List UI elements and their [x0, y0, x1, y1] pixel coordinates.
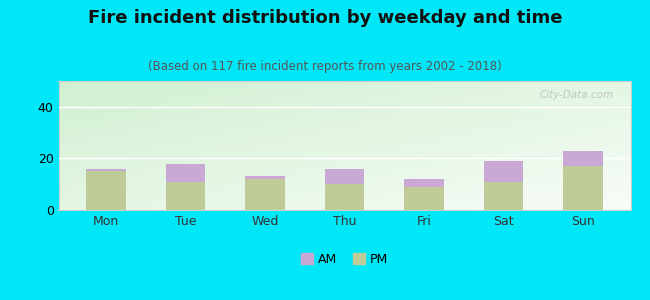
Bar: [86, 169, 126, 171]
Bar: [86, 171, 126, 210]
Bar: [404, 179, 444, 187]
Bar: [324, 169, 365, 184]
Text: City-Data.com: City-Data.com: [540, 90, 614, 100]
Bar: [563, 166, 603, 210]
Bar: [245, 179, 285, 210]
Bar: [245, 176, 285, 179]
Bar: [484, 182, 523, 210]
Bar: [324, 184, 365, 210]
Bar: [166, 182, 205, 210]
Text: (Based on 117 fire incident reports from years 2002 - 2018): (Based on 117 fire incident reports from…: [148, 60, 502, 73]
Legend: AM, PM: AM, PM: [296, 248, 393, 271]
Text: Fire incident distribution by weekday and time: Fire incident distribution by weekday an…: [88, 9, 562, 27]
Bar: [563, 151, 603, 166]
Bar: [404, 187, 444, 210]
Bar: [484, 161, 523, 182]
Bar: [166, 164, 205, 181]
